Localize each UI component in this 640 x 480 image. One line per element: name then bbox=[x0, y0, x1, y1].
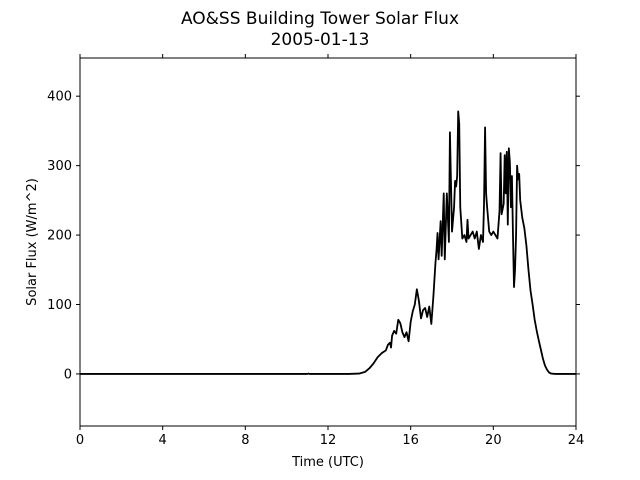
y-tick-label: 400 bbox=[47, 90, 72, 105]
x-tick-label: 16 bbox=[402, 433, 419, 448]
plot-content bbox=[80, 110, 576, 375]
y-axis-label: Solar Flux (W/m^2) bbox=[25, 178, 40, 306]
x-axis-label: Time (UTC) bbox=[291, 455, 364, 470]
x-tick-label: 20 bbox=[485, 433, 502, 448]
plot-frame bbox=[79, 57, 577, 427]
chart-subtitle: 2005-01-13 bbox=[271, 30, 370, 50]
y-tick-label: 0 bbox=[64, 367, 72, 382]
x-tick-label: 8 bbox=[241, 433, 249, 448]
x-tick-label: 24 bbox=[568, 433, 585, 448]
y-tick-label: 300 bbox=[47, 159, 72, 174]
series-line-0 bbox=[80, 110, 576, 375]
chart-title: AO&SS Building Tower Solar Flux bbox=[181, 9, 459, 29]
x-tick-label: 4 bbox=[159, 433, 167, 448]
y-tick-label: 200 bbox=[47, 229, 72, 244]
x-tick-label: 0 bbox=[76, 433, 84, 448]
y-tick-label: 100 bbox=[47, 298, 72, 313]
x-axis-ticks: 0 4 8 12 16 20 24 bbox=[76, 54, 584, 448]
x-tick-label: 12 bbox=[320, 433, 337, 448]
y-axis-ticks: 0 100 200 300 400 bbox=[47, 90, 580, 382]
